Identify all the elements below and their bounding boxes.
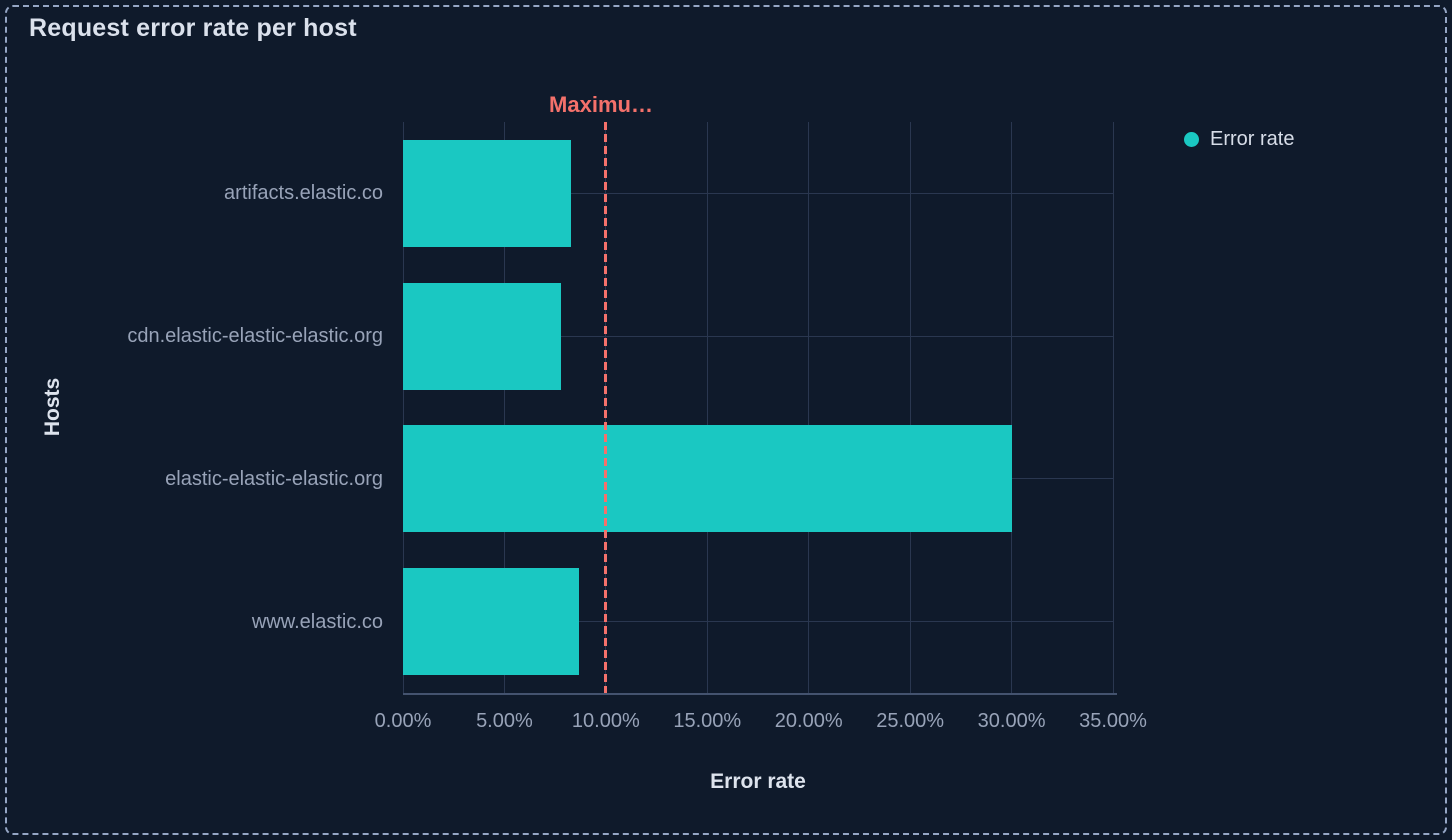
x-axis-tick-label: 25.00% <box>876 710 945 732</box>
chart-legend-item[interactable]: Error rate <box>1184 127 1294 151</box>
y-axis-label-cdn.elastic-elastic-elastic.org: cdn.elastic-elastic-elastic.org <box>127 325 383 348</box>
y-axis-label-elastic-elastic-elastic.org: elastic-elastic-elastic.org <box>165 467 383 490</box>
gridline-vertical <box>1112 122 1114 693</box>
x-axis-title: Error rate <box>710 770 806 793</box>
legend-series-dot-icon <box>1184 131 1199 147</box>
gridline-horizontal <box>403 192 1113 194</box>
x-axis-tick-label: 35.00% <box>1079 710 1147 732</box>
bar-cdn.elastic-elastic-elastic.org[interactable] <box>403 282 562 390</box>
gridline-vertical <box>503 122 505 693</box>
y-axis-title: Hosts <box>41 377 64 437</box>
x-axis-tick-label: 0.00% <box>374 710 432 732</box>
x-axis-tick-label: 20.00% <box>774 710 843 732</box>
gridline-vertical <box>1011 122 1013 693</box>
x-axis-tick-label: 5.00% <box>476 710 533 732</box>
panel-title: Request error rate per host <box>29 14 357 42</box>
y-axis-label-artifacts.elastic.co: artifacts.elastic.co <box>224 182 383 205</box>
bar-artifacts.elastic.co[interactable] <box>403 139 572 247</box>
bar-www.elastic.co[interactable] <box>403 568 580 676</box>
gridline-vertical <box>402 122 404 693</box>
y-axis-label-www.elastic.co: www.elastic.co <box>251 610 383 633</box>
threshold-line <box>604 122 608 693</box>
gridline-vertical <box>706 122 708 693</box>
chart-plot-area <box>402 122 1114 693</box>
legend-series-label: Error rate <box>1210 128 1295 150</box>
gridline-horizontal <box>403 335 1113 337</box>
gridline-horizontal <box>403 621 1113 623</box>
x-axis-tick-label: 30.00% <box>977 710 1046 732</box>
bar-elastic-elastic-elastic.org[interactable] <box>403 425 1012 533</box>
x-axis-tick-label: 15.00% <box>673 710 742 732</box>
gridline-vertical <box>909 122 911 693</box>
threshold-label: Maximu… <box>549 92 653 117</box>
x-axis-tick-label: 10.00% <box>571 710 640 732</box>
x-axis-line <box>403 693 1117 695</box>
gridline-vertical <box>808 122 810 693</box>
